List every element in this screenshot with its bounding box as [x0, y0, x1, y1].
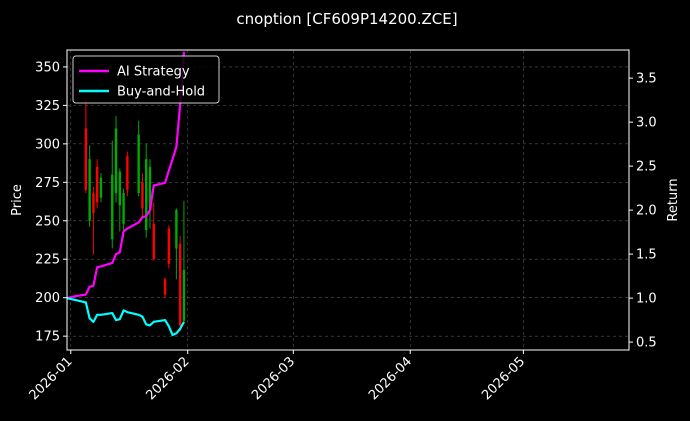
candle-body: [126, 156, 129, 190]
candle-body: [178, 243, 182, 326]
legend: AI Strategy Buy-and-Hold: [72, 55, 220, 104]
candle-body: [137, 134, 140, 194]
y-tick-label-left: 175: [35, 330, 60, 345]
candle-body: [152, 223, 155, 260]
candle-body: [99, 177, 103, 198]
left-axis: 175 200 225 250 275 300 325 350: [35, 60, 67, 345]
legend-box: [72, 55, 220, 104]
y-axis-label-right: Return: [666, 178, 681, 221]
y-tick-label-left: 250: [35, 214, 60, 229]
y-tick-label-left: 200: [35, 291, 60, 306]
candle-body: [118, 171, 122, 206]
y-tick-label-left: 325: [35, 99, 60, 114]
y-axis-label-left: Price: [10, 184, 25, 216]
candle-body: [84, 128, 88, 190]
buy-and-hold-line: [67, 297, 185, 337]
legend-label-ai-strategy: AI Strategy: [117, 65, 190, 80]
right-axis: 0.5 1.0 1.5 2.0 2.5 3.0 3.5: [629, 72, 657, 351]
y-tick-label-right: 1.0: [636, 292, 657, 307]
lines-group: [67, 51, 186, 337]
candle-body: [145, 159, 148, 230]
candles-group: [84, 97, 186, 332]
candle-body: [111, 174, 114, 240]
plot-frame: [66, 49, 630, 351]
y-tick-label-right: 3.0: [636, 116, 657, 131]
candle-body: [163, 279, 167, 295]
y-tick-label-right: 1.5: [636, 248, 657, 263]
y-tick-label-right: 3.5: [636, 72, 657, 87]
candle-body: [95, 166, 99, 203]
y-tick-label-right: 2.0: [636, 204, 657, 219]
y-tick-label-right: 0.5: [636, 336, 657, 351]
candle-body: [141, 182, 144, 209]
y-tick-label-left: 275: [35, 176, 60, 191]
grid: [67, 50, 629, 350]
candle-body: [92, 193, 95, 214]
y-tick-label-right: 2.5: [636, 160, 657, 175]
legend-label-buy-and-hold: Buy-and-Hold: [117, 85, 205, 100]
candle-body: [175, 210, 178, 249]
candle-body: [148, 166, 152, 209]
candle-body: [167, 228, 171, 264]
candle-body: [114, 128, 118, 194]
y-tick-label-left: 300: [35, 137, 60, 152]
ai-strategy-line: [67, 51, 186, 300]
candle-body: [88, 159, 91, 221]
chart-title: cnoption [CF609P14200.ZCE]: [236, 10, 457, 28]
candle-body: [122, 193, 125, 224]
y-tick-label-left: 350: [35, 60, 60, 75]
y-tick-label-left: 225: [35, 253, 60, 268]
candle-body: [182, 270, 186, 321]
